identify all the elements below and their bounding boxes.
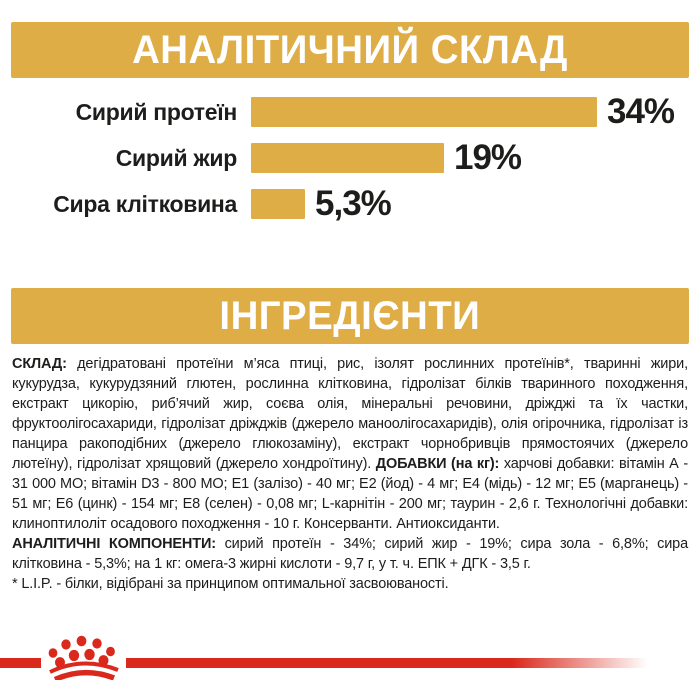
- ingredients-title: ІНГРЕДІЄНТИ: [219, 293, 481, 338]
- chart-row: Сирий протеїн 34%: [0, 92, 700, 131]
- lip-footnote: * L.I.P. - білки, відібрані за принципом…: [12, 576, 449, 592]
- additives-label: ДОБАВКИ (на кг):: [375, 456, 500, 472]
- brand-divider-line-left: [0, 658, 41, 668]
- analytical-components-label: АНАЛІТИЧНІ КОМПОНЕНТИ:: [12, 536, 216, 552]
- chart-value-label: 34%: [607, 92, 675, 131]
- composition-label: СКЛАД:: [12, 356, 67, 372]
- chart-bar: [251, 143, 444, 173]
- chart-bar: [251, 97, 597, 127]
- analytical-components-text: сирий протеїн - 34%; сирий жир - 19%; си…: [12, 536, 688, 572]
- ingredients-text-block: СКЛАД: дегідратовані протеїни м’яса птиц…: [12, 354, 688, 594]
- chart-row: Сира клітковина 5,3%: [0, 184, 700, 223]
- chart-category-label: Сирий протеїн: [75, 98, 238, 125]
- composition-text: дегідратовані протеїни м’яса птиці, рис,…: [12, 356, 688, 472]
- chart-category-label: Сирий жир: [115, 144, 238, 171]
- brand-divider-line-right: [126, 658, 648, 668]
- additives-text: харчові добавки: вітамін А - 31 000 МО; …: [12, 456, 688, 532]
- analytical-composition-title: АНАЛІТИЧНИЙ СКЛАД: [132, 27, 568, 72]
- chart-value-label: 5,3%: [315, 184, 392, 223]
- analytical-composition-chart: Сирий протеїн 34% Сирий жир 19% Сира клі…: [0, 92, 700, 235]
- composition-paragraph: СКЛАД: дегідратовані протеїни м’яса птиц…: [12, 354, 688, 534]
- analytical-composition-banner: АНАЛІТИЧНИЙ СКЛАД: [11, 22, 689, 78]
- chart-category-label: Сира клітковина: [53, 190, 237, 217]
- analytical-components-paragraph: АНАЛІТИЧНІ КОМПОНЕНТИ: сирий протеїн - 3…: [12, 534, 688, 574]
- chart-bar: [251, 189, 305, 219]
- ingredients-banner: ІНГРЕДІЄНТИ: [11, 288, 689, 344]
- chart-row: Сирий жир 19%: [0, 138, 700, 177]
- chart-value-label: 19%: [454, 138, 522, 177]
- royal-canin-crown-icon: [48, 635, 119, 680]
